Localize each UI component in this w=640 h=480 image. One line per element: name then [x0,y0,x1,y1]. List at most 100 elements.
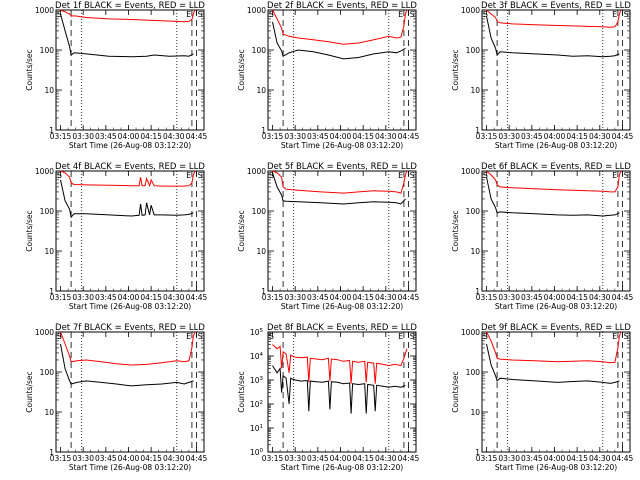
x-tick-label: 04:45 [398,293,420,302]
chart-title: Det 1f BLACK = Events, RED = LLD [55,1,205,11]
y-tick-label: 1000 [35,167,54,176]
y-tick-label: 1 [49,126,54,135]
y-tick-label: 100 [250,448,264,457]
series-events-line [486,343,620,384]
event-marker-s: S [57,332,62,341]
plot-frame [55,9,205,131]
event-marker-s: S [57,10,62,19]
y-tick-label: 100 [40,207,55,216]
chart-title: Det 3f BLACK = Events, RED = LLD [481,1,631,11]
y-axis-label: Counts/sec [25,210,34,251]
x-tick-label: 03:45 [95,132,117,141]
x-tick-label: 03:30 [498,454,520,463]
x-tick-label: 04:45 [186,454,208,463]
event-marker-s: S [198,332,203,341]
y-tick-label: 1 [49,287,54,296]
x-tick-label: 04:15 [140,454,162,463]
series-lld-line [60,170,196,188]
x-tick-label: 03:30 [284,454,306,463]
x-tick-label: 03:15 [50,132,72,141]
plot-frame [481,9,631,131]
x-tick-label: 04:15 [566,293,588,302]
y-tick-label: 100 [466,207,481,216]
event-marker-e: E [398,332,403,341]
event-marker-s: S [483,332,488,341]
y-tick-label: 10 [470,247,480,256]
x-tick-label: 03:45 [95,454,117,463]
x-tick-label: 04:00 [118,132,140,141]
x-tick-label: 03:30 [498,132,520,141]
series-events-line [272,172,406,205]
y-tick-label: 100 [466,368,481,377]
x-tick-label: 04:30 [589,132,611,141]
y-tick-label: 10 [256,247,266,256]
x-tick-label: 04:00 [118,454,140,463]
event-marker-s: S [57,171,62,180]
plot-frame [55,170,205,292]
event-marker-s: S [624,10,629,19]
event-marker-e: E [186,332,191,341]
y-tick-label: 1000 [35,6,54,15]
x-tick-label: 04:45 [398,454,420,463]
y-tick-label: 101 [250,424,263,433]
x-tick-label: 04:30 [163,293,185,302]
series-events-line [60,13,194,58]
x-tick-label: 03:45 [521,293,543,302]
chart-panel-5: Det 5f BLACK = Events, RED = LLD 1 10 100 10… [237,162,419,311]
event-marker-s: S [410,10,415,19]
y-tick-label: 100 [252,207,267,216]
chart-panel-8: Det 8f BLACK = Events, RED = LLD 100 101 10… [237,323,419,472]
x-tick-label: 03:45 [307,132,329,141]
chart-title: Det 5f BLACK = Events, RED = LLD [267,162,417,172]
event-marker-s: S [198,10,203,19]
chart-panel-9: Det 9f BLACK = Events, RED = LLD 1 10 100 10… [451,323,633,472]
chart-panel-7: Det 7f BLACK = Events, RED = LLD 1 10 100 10… [25,323,207,472]
y-tick-label: 1000 [461,167,480,176]
x-tick-label: 04:15 [566,454,588,463]
x-tick-label: 03:45 [521,132,543,141]
chart-panel-3: Det 3f BLACK = Events, RED = LLD 1 10 100 10… [451,1,633,150]
series-lld-line [486,9,622,28]
y-tick-label: 10 [470,86,480,95]
y-tick-label: 10 [44,408,54,417]
x-tick-label: 04:45 [186,293,208,302]
y-axis-label: Counts/sec [451,210,460,251]
series-lld-line [486,331,622,364]
y-tick-label: 1 [475,287,480,296]
y-tick-label: 10 [470,408,480,417]
series-lld-line [272,344,408,384]
event-marker-s: S [483,10,488,19]
event-marker-e: E [398,171,403,180]
y-tick-label: 1 [261,287,266,296]
y-tick-label: 103 [250,376,264,385]
x-tick-label: 04:15 [140,293,162,302]
y-tick-label: 1000 [461,6,480,15]
x-tick-label: 03:30 [72,132,94,141]
x-axis-label: Start Time (26-Aug-08 03:12:20) [281,463,403,472]
event-marker-s: S [624,171,629,180]
y-tick-label: 1 [475,448,480,457]
x-tick-label: 03:15 [262,132,284,141]
y-axis-label: Counts/sec [25,371,34,412]
x-tick-label: 04:00 [544,293,566,302]
x-tick-label: 04:30 [163,132,185,141]
y-axis-label: Counts/sec [451,371,460,412]
x-tick-label: 03:45 [521,454,543,463]
x-tick-label: 04:15 [352,293,374,302]
x-axis-label: Start Time (26-Aug-08 03:12:20) [281,302,403,311]
y-tick-label: 10 [44,247,54,256]
series-events-line [60,343,194,387]
x-tick-label: 04:15 [140,132,162,141]
plot-frame [481,331,631,453]
x-tick-label: 04:30 [589,454,611,463]
x-tick-label: 04:00 [330,132,352,141]
x-tick-label: 03:30 [72,293,94,302]
event-marker-s: S [269,171,274,180]
y-tick-label: 1000 [247,6,266,15]
x-tick-label: 04:00 [118,293,140,302]
event-marker-s: S [483,171,488,180]
y-tick-label: 10 [256,86,266,95]
chart-panel-2: Det 2f BLACK = Events, RED = LLD 1 10 100 10… [237,1,419,150]
series-lld-line [60,331,196,366]
